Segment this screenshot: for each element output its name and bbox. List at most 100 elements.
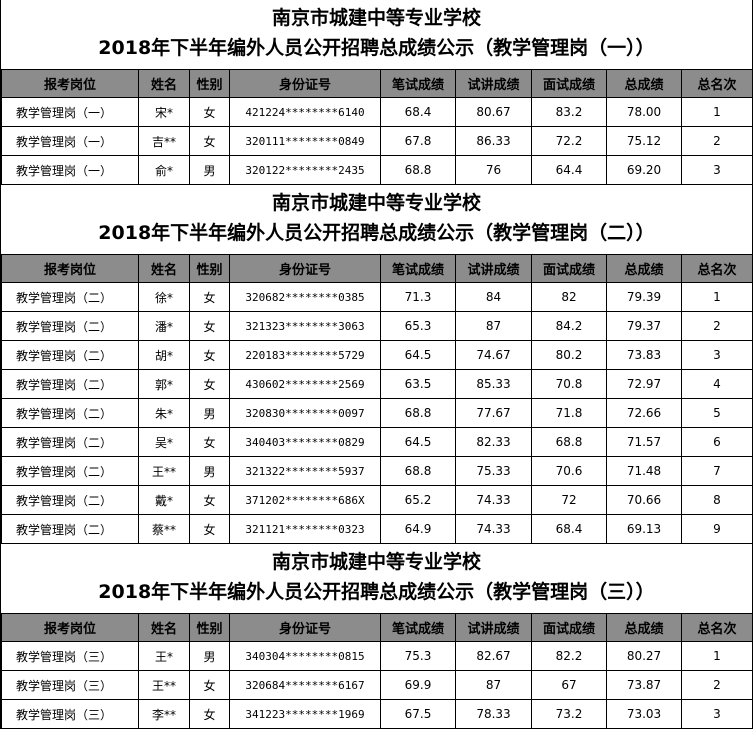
header-written-score: 笔试成绩	[380, 69, 456, 98]
cell-name: 郭*	[138, 369, 190, 399]
cell-name: 宋*	[138, 97, 190, 127]
cell-written-score: 64.5	[380, 340, 456, 370]
cell-id-number: 320682********0385	[229, 282, 381, 312]
cell-lecture-score: 75.33	[455, 456, 532, 486]
cell-id-number: 371202********686X	[229, 485, 381, 515]
cell-id-number: 220183********5729	[229, 340, 381, 370]
cell-rank: 2	[681, 311, 753, 341]
cell-position: 教学管理岗（二）	[1, 398, 139, 428]
cell-gender: 女	[189, 670, 230, 700]
cell-interview-score: 67	[531, 670, 607, 700]
cell-rank: 1	[681, 97, 753, 127]
cell-lecture-score: 87	[455, 670, 532, 700]
cell-rank: 1	[681, 641, 753, 671]
cell-name: 胡*	[138, 340, 190, 370]
cell-total-score: 70.66	[606, 485, 682, 515]
cell-name: 朱*	[138, 398, 190, 428]
header-name: 姓名	[138, 69, 190, 98]
header-lecture-score: 试讲成绩	[455, 613, 532, 642]
cell-total-score: 80.27	[606, 641, 682, 671]
cell-interview-score: 72	[531, 485, 607, 515]
cell-id-number: 321322********5937	[229, 456, 381, 486]
cell-rank: 1	[681, 282, 753, 312]
cell-rank: 2	[681, 126, 753, 156]
cell-lecture-score: 85.33	[455, 369, 532, 399]
cell-written-score: 75.3	[380, 641, 456, 671]
cell-interview-score: 68.8	[531, 427, 607, 457]
cell-position: 教学管理岗（三）	[1, 699, 139, 729]
cell-id-number: 430602********2569	[229, 369, 381, 399]
table-row: 教学管理岗（二） 蔡** 女 321121********0323 64.9 74.33 6…	[1, 514, 753, 544]
cell-gender: 女	[189, 699, 230, 729]
cell-gender: 男	[189, 398, 230, 428]
cell-position: 教学管理岗（二）	[1, 311, 139, 341]
cell-total-score: 71.48	[606, 456, 682, 486]
cell-lecture-score: 74.33	[455, 514, 532, 544]
table-row: 教学管理岗（二） 王** 男 321322********5937 68.8 75.33 7…	[1, 456, 753, 486]
cell-total-score: 72.66	[606, 398, 682, 428]
header-lecture-score: 试讲成绩	[455, 254, 532, 283]
cell-lecture-score: 82.67	[455, 641, 532, 671]
table-row: 教学管理岗（二） 胡* 女 220183********5729 64.5 74.67 80…	[1, 340, 753, 370]
cell-rank: 6	[681, 427, 753, 457]
cell-name: 俞*	[138, 155, 190, 185]
cell-gender: 女	[189, 126, 230, 156]
cell-name: 潘*	[138, 311, 190, 341]
cell-id-number: 320830********0097	[229, 398, 381, 428]
cell-lecture-score: 82.33	[455, 427, 532, 457]
cell-rank: 9	[681, 514, 753, 544]
header-written-score: 笔试成绩	[380, 613, 456, 642]
cell-interview-score: 84.2	[531, 311, 607, 341]
cell-name: 徐*	[138, 282, 190, 312]
cell-gender: 女	[189, 369, 230, 399]
cell-written-score: 67.5	[380, 699, 456, 729]
cell-written-score: 68.8	[380, 456, 456, 486]
results-table: 报考岗位 姓名 性别 身份证号 笔试成绩 试讲成绩 面试成绩 总成绩 总名次 教学管理岗（一） 宋*…	[1, 69, 753, 185]
cell-position: 教学管理岗（一）	[1, 126, 139, 156]
header-name: 姓名	[138, 254, 190, 283]
cell-id-number: 421224********6140	[229, 97, 381, 127]
header-name: 姓名	[138, 613, 190, 642]
cell-gender: 女	[189, 282, 230, 312]
table-row: 教学管理岗（二） 朱* 男 320830********0097 68.8 77.67 71…	[1, 398, 753, 428]
cell-written-score: 67.8	[380, 126, 456, 156]
cell-rank: 2	[681, 670, 753, 700]
cell-position: 教学管理岗（二）	[1, 369, 139, 399]
cell-gender: 男	[189, 456, 230, 486]
cell-name: 吉**	[138, 126, 190, 156]
cell-gender: 女	[189, 427, 230, 457]
cell-position: 教学管理岗（二）	[1, 456, 139, 486]
cell-total-score: 75.12	[606, 126, 682, 156]
cell-total-score: 79.37	[606, 311, 682, 341]
cell-id-number: 320684********6167	[229, 670, 381, 700]
cell-name: 王*	[138, 641, 190, 671]
cell-interview-score: 71.8	[531, 398, 607, 428]
cell-rank: 4	[681, 369, 753, 399]
cell-written-score: 68.4	[380, 97, 456, 127]
cell-lecture-score: 78.33	[455, 699, 532, 729]
title-announcement: 2018年下半年编外人员公开招聘总成绩公示（教学管理岗（二））	[98, 222, 655, 244]
cell-total-score: 69.13	[606, 514, 682, 544]
results-section: 南京市城建中等专业学校 2018年下半年编外人员公开招聘总成绩公示（教学管理岗（三…	[0, 544, 753, 729]
cell-rank: 8	[681, 485, 753, 515]
cell-lecture-score: 80.67	[455, 97, 532, 127]
header-rank: 总名次	[681, 613, 753, 642]
table-row: 教学管理岗（二） 戴* 女 371202********686X 65.2 74.33 72…	[1, 485, 753, 515]
cell-id-number: 321121********0323	[229, 514, 381, 544]
section-title: 南京市城建中等专业学校 2018年下半年编外人员公开招聘总成绩公示（教学管理岗（一…	[1, 0, 752, 69]
results-section: 南京市城建中等专业学校 2018年下半年编外人员公开招聘总成绩公示（教学管理岗（一…	[0, 0, 753, 185]
cell-interview-score: 80.2	[531, 340, 607, 370]
table-row: 教学管理岗（三） 李** 女 341223********1969 67.5 78.33 7…	[1, 699, 753, 729]
cell-total-score: 79.39	[606, 282, 682, 312]
header-gender: 性别	[189, 613, 230, 642]
header-position: 报考岗位	[1, 254, 139, 283]
table-row: 教学管理岗（三） 王** 女 320684********6167 69.9 87 67 73…	[1, 670, 753, 700]
cell-position: 教学管理岗（一）	[1, 97, 139, 127]
cell-rank: 7	[681, 456, 753, 486]
header-lecture-score: 试讲成绩	[455, 69, 532, 98]
cell-lecture-score: 86.33	[455, 126, 532, 156]
title-school: 南京市城建中等专业学校	[271, 7, 481, 29]
cell-total-score: 72.97	[606, 369, 682, 399]
cell-name: 王**	[138, 670, 190, 700]
cell-lecture-score: 77.67	[455, 398, 532, 428]
